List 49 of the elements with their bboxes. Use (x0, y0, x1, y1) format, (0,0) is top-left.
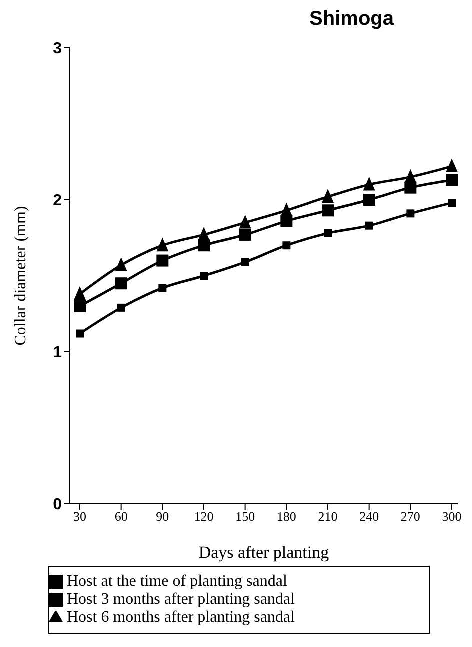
x-tick-label: 90 (156, 509, 170, 524)
point (324, 229, 332, 238)
chart-title: Shimoga (308, 8, 396, 32)
point (239, 215, 252, 229)
x-tick-label: 270 (400, 509, 420, 524)
point (363, 177, 376, 191)
x-tick-label: 120 (194, 509, 214, 524)
point (446, 174, 458, 186)
x-axis-title: Days after planting (198, 543, 330, 562)
x-tick-label: 240 (360, 509, 380, 524)
point (365, 222, 374, 230)
point (115, 278, 128, 290)
x-tick-label: 30 (74, 509, 86, 524)
y-tick-label: 3 (53, 40, 62, 58)
point (446, 158, 458, 173)
point (363, 194, 376, 206)
x-tick-label: 60 (114, 509, 128, 524)
y-tick-label: 1 (53, 344, 62, 362)
point (280, 202, 293, 217)
point (280, 215, 293, 228)
point (406, 210, 415, 218)
legend-label: Host 3 months after planting sandal (67, 591, 295, 608)
x-tick-label: 180 (276, 509, 296, 524)
point (404, 182, 417, 194)
point (282, 242, 291, 250)
point (200, 272, 208, 280)
point (74, 286, 86, 300)
point (156, 254, 169, 267)
legend-label: Host at the time of planting sandal (67, 573, 288, 590)
point (239, 228, 252, 241)
x-tick-label: 150 (236, 509, 256, 524)
point (74, 300, 86, 312)
point (76, 330, 84, 338)
point (404, 169, 417, 184)
point (241, 258, 250, 266)
point (198, 227, 210, 241)
x-tick-label: 210 (318, 509, 338, 524)
point (322, 189, 334, 203)
x-tick-label: 300 (442, 509, 462, 524)
point (115, 258, 128, 272)
y-axis-title: Collar diameter (mm) (12, 206, 30, 346)
point (156, 238, 169, 252)
point (117, 304, 126, 312)
y-tick-label: 2 (53, 192, 62, 210)
point (158, 284, 167, 292)
point (322, 204, 334, 217)
y-tick-label: 0 (53, 496, 62, 514)
point (448, 199, 456, 208)
legend-label: Host 6 months after planting sandal (67, 609, 295, 626)
